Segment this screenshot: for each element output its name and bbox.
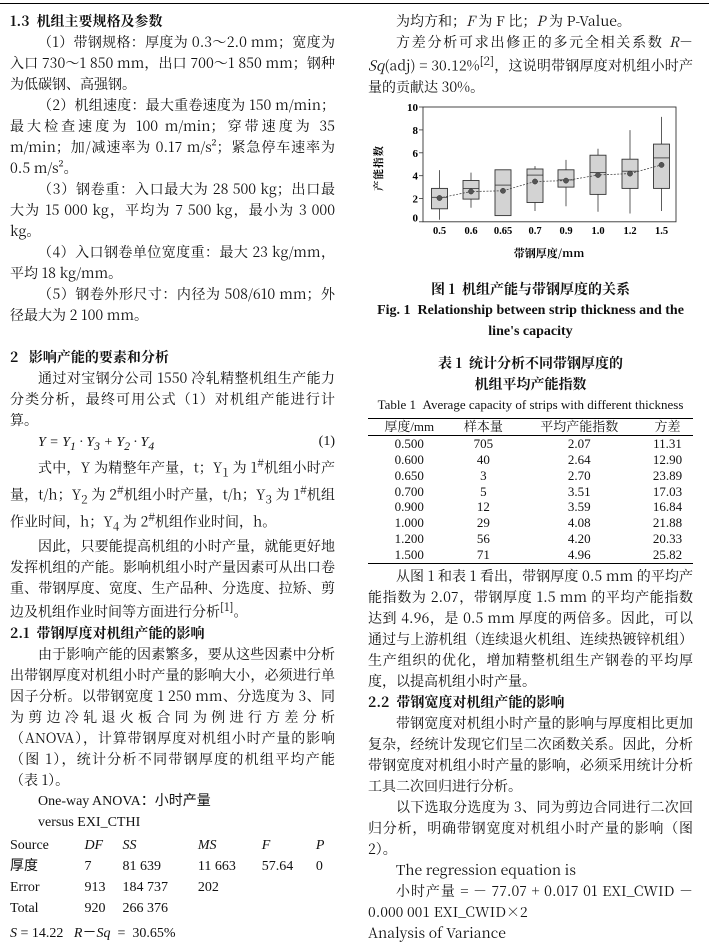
svg-text:带钢厚度/mm: 带钢厚度/mm: [513, 245, 585, 261]
svg-text:0.9: 0.9: [559, 226, 572, 237]
svg-text:2: 2: [413, 193, 419, 205]
svg-text:8: 8: [413, 125, 419, 137]
svg-text:0.7: 0.7: [528, 226, 541, 237]
svg-text:1.5: 1.5: [655, 226, 668, 237]
svg-text:0.6: 0.6: [464, 226, 477, 237]
svg-text:0.5: 0.5: [433, 226, 446, 237]
svg-text:4: 4: [413, 170, 419, 182]
svg-text:1.2: 1.2: [623, 226, 636, 237]
svg-text:产能指数: 产能指数: [371, 145, 386, 191]
svg-text:0.65: 0.65: [494, 226, 512, 237]
svg-text:10: 10: [407, 102, 419, 114]
svg-text:1.0: 1.0: [591, 226, 604, 237]
svg-text:0: 0: [413, 212, 419, 224]
svg-text:6: 6: [413, 147, 419, 159]
